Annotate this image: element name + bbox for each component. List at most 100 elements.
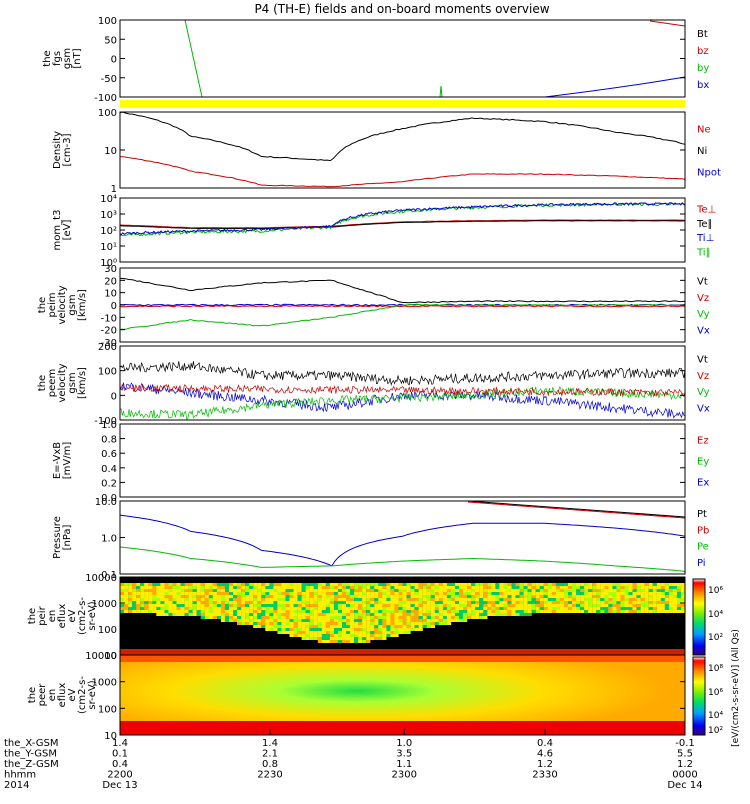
xaxis-value: 0.4 — [112, 759, 128, 770]
density-tick-label: 10 — [104, 146, 117, 157]
xaxis-value: -0.1 — [675, 738, 695, 749]
pressure-content — [119, 500, 686, 572]
xaxis-value: 5.5 — [677, 749, 693, 760]
by-line — [184, 19, 203, 98]
pressure-tick-label: 1.0 — [101, 534, 117, 545]
peim-tick-label: 10 — [104, 289, 117, 300]
xaxis-value: 2230 — [257, 770, 282, 781]
peer-tick-label: 10 — [104, 731, 117, 742]
xaxis-value: 1.4 — [112, 738, 128, 749]
fgs-legend-2: by — [697, 63, 709, 74]
fgs-legend-1: bz — [697, 46, 709, 57]
temp-legend-3: Ti∥ — [696, 247, 711, 258]
peer-colorbar — [692, 656, 706, 736]
xaxis-row-label: the_X-GSM — [4, 738, 58, 749]
peim-tick-label: 0 — [111, 301, 117, 312]
xaxis-value: 2200 — [107, 770, 132, 781]
density-legend-2: Npot — [697, 168, 721, 179]
ni-line — [119, 111, 686, 162]
xaxis-value: 4.6 — [537, 749, 553, 760]
panel-temp: 10⁴ 10³ 10² 10¹ 10⁰ mom_t3[eV] Te⊥ Te∥ Ti⊥ Ti∥ — [52, 194, 716, 269]
peem-legend-2: Vy — [697, 387, 710, 398]
peim-tick-label: -10 — [101, 313, 117, 324]
peem-tick-label: 200 — [98, 342, 117, 353]
temp-tick-label: 10¹ — [100, 242, 117, 253]
bx-line — [544, 76, 686, 98]
te-par-line — [119, 220, 686, 230]
xaxis-row-label: the_Y-GSM — [4, 749, 57, 760]
pressure-tick-label: 0.1 — [101, 570, 117, 581]
bz-line — [649, 20, 686, 27]
density-legend-1: Ni — [697, 146, 707, 157]
colorbar-tick: 10⁴ — [708, 711, 723, 721]
ti-perp-line — [119, 202, 686, 235]
fgs-legend-3: bx — [697, 80, 709, 91]
temp-legend-0: Te⊥ — [696, 205, 716, 216]
peer-tick-label: 100 — [98, 704, 117, 715]
xaxis-value: 0.8 — [262, 759, 278, 770]
colorbar-tick: 10⁶ — [708, 688, 723, 698]
peem-ylabel: thepeemvelocitygsm[km/s] — [37, 363, 88, 402]
xaxis-value: 0.4 — [537, 738, 553, 749]
panel-peer: 10000 1000 100 10 thepeerenefluxeV(cm2-s-sr-… — [27, 651, 686, 742]
density-tick-label: 100 — [98, 108, 117, 119]
peim-ylabel: thepeimvelocitygsm[km/s] — [37, 285, 88, 324]
xaxis-value: 2330 — [532, 770, 557, 781]
peer-ylabel: thepeerenefluxeV(cm2-s-sr-eV) — [27, 676, 98, 714]
panel-density: 100 10 1 Density[cm-3] Ne Ni Npot — [52, 108, 721, 195]
peir-content — [120, 577, 686, 655]
pressure-legend-2: Pe — [697, 542, 709, 553]
efield-frame — [119, 423, 686, 498]
peer-low-band — [120, 721, 685, 735]
xaxis-row-label: hhmm — [4, 770, 36, 781]
peim-tick-label: 20 — [104, 276, 117, 287]
fgs-tick-label: 0 — [111, 55, 117, 66]
temp-tick-label: 10⁰ — [100, 258, 117, 269]
temp-content — [119, 202, 686, 237]
panel-efield: 1.0 0.8 0.6 0.4 0.2 0.0 E=-VxB[mV/m] Ez Ey Ex — [52, 420, 709, 504]
panel-pressure: 10.0 1.0 0.1 Pressure[nPa] Pt Pb Pe Pi — [52, 497, 709, 581]
peir-tick-label: 10 — [104, 651, 117, 662]
pressure-tick-label: 10.0 — [95, 497, 117, 508]
xaxis-value: 2300 — [392, 770, 417, 781]
peem-legend-0: Vt — [697, 354, 708, 365]
fgs-ylabel: thefgsgsm[nT] — [42, 48, 83, 69]
xaxis-value: 1.0 — [396, 738, 412, 749]
peem-frame — [119, 345, 686, 421]
ne-line — [119, 156, 686, 188]
peim-tick-label: -30 — [101, 338, 117, 349]
density-legend-0: Ne — [697, 124, 711, 135]
pb-line — [467, 501, 686, 519]
peim-vy-line — [120, 303, 686, 330]
temp-legend-1: Te∥ — [696, 219, 713, 230]
peem-content — [119, 361, 686, 420]
temp-tick-label: 10⁴ — [100, 194, 117, 205]
fgs-content — [184, 19, 686, 98]
temp-legend-2: Ti⊥ — [696, 233, 714, 244]
xaxis-value: Dec 14 — [667, 780, 702, 791]
efield-tick-label: 0.8 — [101, 435, 117, 446]
peim-vz-line — [119, 305, 686, 308]
xaxis-value: 1.2 — [537, 759, 553, 770]
peim-tick-label: -20 — [101, 326, 117, 337]
peem-vt-line — [119, 361, 686, 387]
xaxis-value: Dec 13 — [102, 780, 137, 791]
efield-tick-label: 1.0 — [101, 420, 117, 431]
peim-legend-2: Vy — [697, 309, 710, 320]
peem-vx-line — [119, 382, 686, 419]
peir-tick-label: 1000 — [92, 599, 117, 610]
fgs-flag-bar — [120, 100, 685, 108]
colorbar-tick: 10⁶ — [708, 586, 723, 596]
panel-fgs: 100 50 0 -50 -100 thefgsgsm[nT] Bt bz by bx — [42, 16, 709, 108]
xaxis-value: 3.5 — [396, 749, 412, 760]
colorbar-label: [eV/(cm2-s-sr-eV)] (All Qs) — [731, 629, 741, 747]
panel-peir: 10000 1000 100 10 thepeirenefluxeV(cm2-s-sr-… — [27, 573, 686, 662]
by-spike — [439, 85, 443, 98]
peim-content — [119, 277, 686, 330]
pt-line — [467, 500, 686, 518]
peem-tick-label: 100 — [98, 367, 117, 378]
pi-line — [119, 514, 686, 567]
peim-legend-0: Vt — [697, 276, 708, 287]
colorbar-tick: 10⁸ — [708, 664, 723, 674]
